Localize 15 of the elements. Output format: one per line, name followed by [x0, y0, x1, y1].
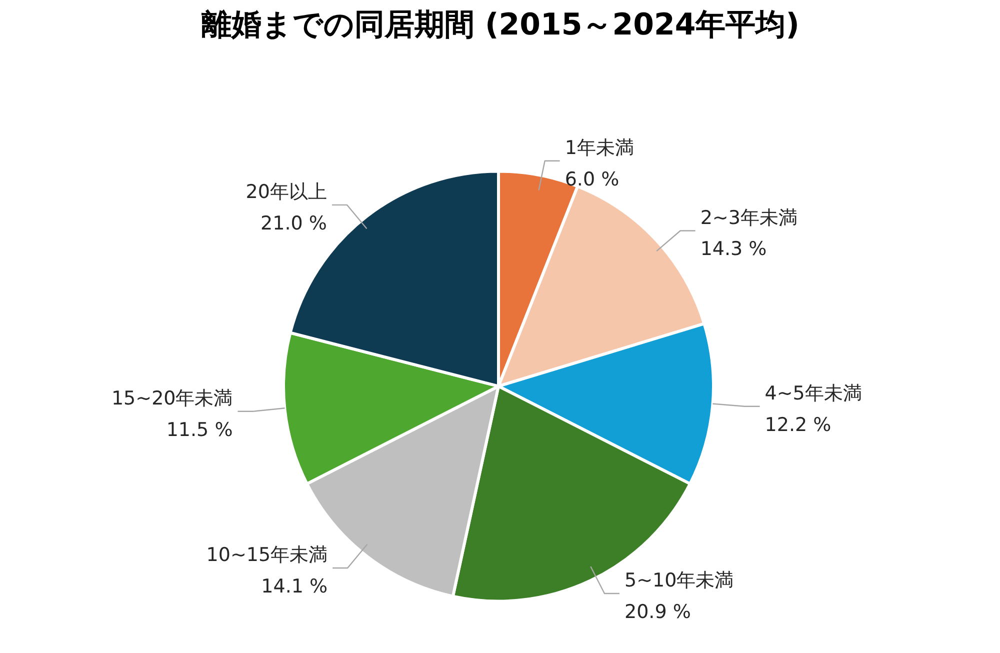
data-label: 14.3 %	[700, 238, 767, 260]
slice-label: 10~15年未満	[206, 544, 328, 566]
slice-label: 20年以上	[246, 181, 327, 204]
slice-label: 15~20年未満	[111, 388, 233, 410]
data-label: 11.5 %	[166, 418, 233, 441]
data-label: 6.0 %	[564, 168, 620, 190]
slice-label: 1年未満	[564, 136, 634, 159]
slice-label: 5~10年未満	[624, 570, 734, 592]
slice-label: 2~3年未満	[700, 206, 798, 229]
chart-title: 離婚までの同居期間 (2015～2024年平均)	[200, 8, 800, 42]
data-label: 21.0 %	[260, 212, 327, 234]
data-label: 20.9 %	[624, 600, 691, 623]
data-label: 12.2 %	[764, 414, 832, 436]
slice-label: 4~5年未満	[764, 382, 862, 405]
data-label: 14.1 %	[261, 575, 328, 598]
